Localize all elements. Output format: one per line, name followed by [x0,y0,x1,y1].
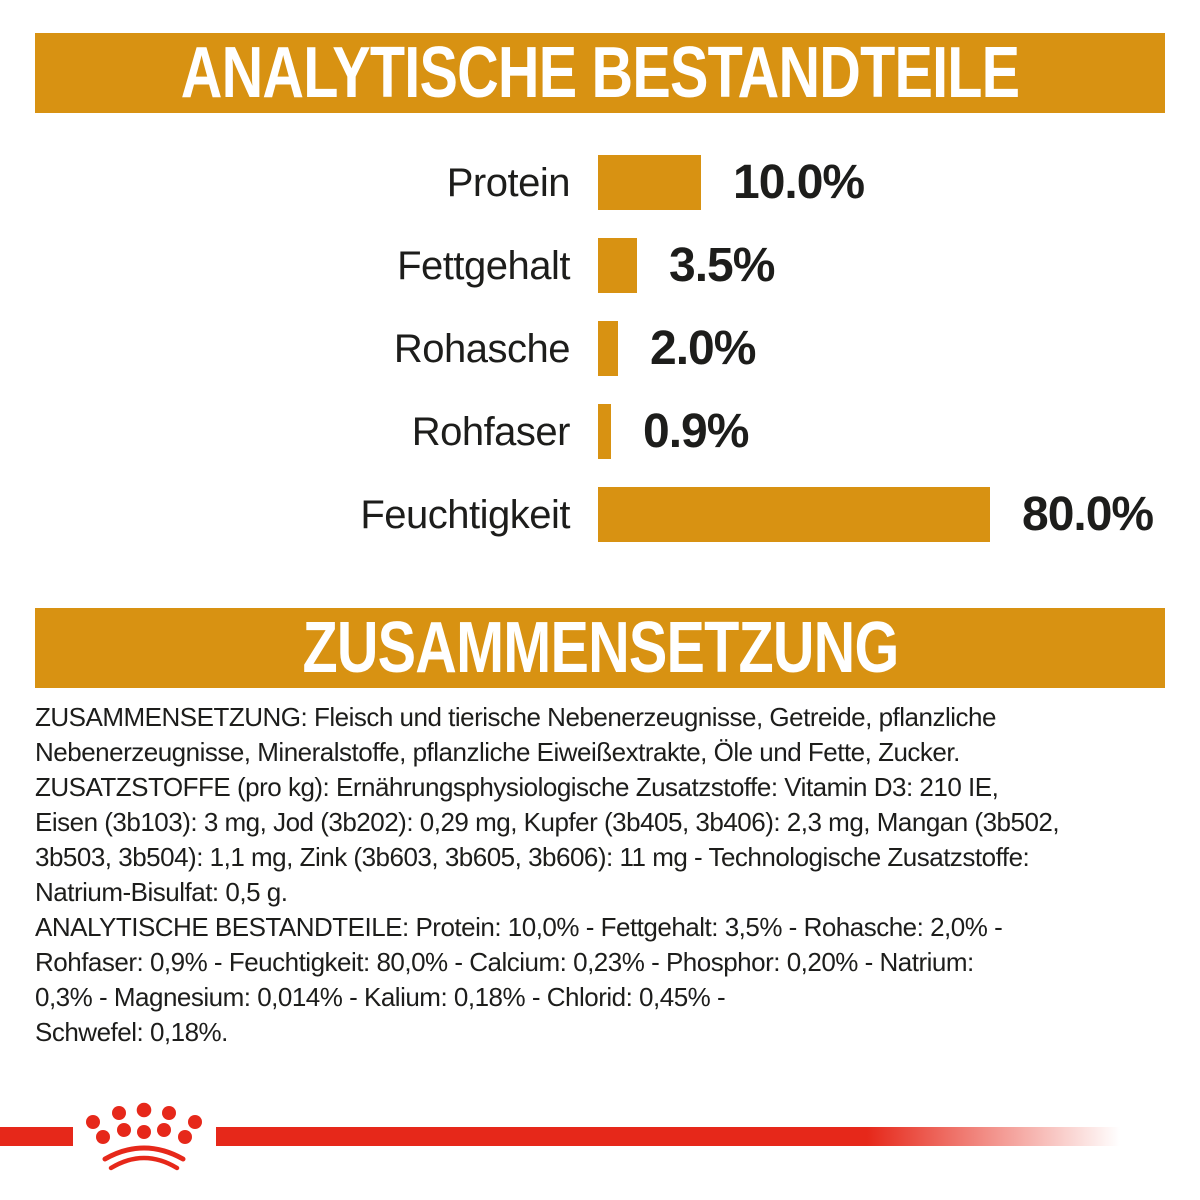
chart-value-label: 3.5% [669,238,775,292]
composition-text-line: Eisen (3b103): 3 mg, Jod (3b202): 0,29 m… [35,807,1060,837]
analytical-constituents-chart: Protein 10.0% Fettgehalt 3.5% Rohasche 2… [0,155,1200,542]
chart-row-rohasche: Rohasche 2.0% [0,321,1200,376]
chart-value-label: 2.0% [650,321,756,375]
composition-title: ZUSAMMENSETZUNG [301,608,899,688]
footer-red-line-left [0,1127,73,1146]
composition-text-line: ZUSAMMENSETZUNG: Fleisch und tierische N… [35,702,996,732]
chart-row-rohfaser: Rohfaser 0.9% [0,404,1200,459]
composition-banner: ZUSAMMENSETZUNG [35,608,1165,688]
chart-value-label: 0.9% [643,404,749,458]
chart-row-protein: Protein 10.0% [0,155,1200,210]
chart-category-label: Feuchtigkeit [360,492,570,537]
footer-red-line-right [216,1127,1120,1146]
composition-text-block: ZUSAMMENSETZUNG: Fleisch und tierische N… [35,700,1185,1050]
composition-text-line: ANALYTISCHE BESTANDTEILE: Protein: 10,0%… [35,912,1003,942]
chart-category-label: Protein [446,160,571,205]
composition-text-line: Nebenerzeugnisse, Mineralstoffe, pflanzl… [35,737,960,767]
analytical-constituents-banner: ANALYTISCHE BESTANDTEILE [35,33,1165,113]
chart-bar [598,321,618,376]
chart-row-fettgehalt: Fettgehalt 3.5% [0,238,1200,293]
royal-canin-crown-icon [86,1102,202,1171]
composition-text-line: ZUSATZSTOFFE (pro kg): Ernährungsphysiol… [35,772,999,802]
chart-row-feuchtigkeit: Feuchtigkeit 80.0% [0,487,1200,542]
analytical-constituents-title: ANALYTISCHE BESTANDTEILE [180,33,1020,113]
composition-text-line: Natrium-Bisulfat: 0,5 g. [35,877,288,907]
chart-bar [598,404,611,459]
composition-text-line: Schwefel: 0,18%. [35,1017,228,1047]
chart-bar [598,487,990,542]
composition-text-line: 0,3% - Magnesium: 0,014% - Kalium: 0,18%… [35,982,726,1012]
chart-bar [598,155,701,210]
chart-category-label: Fettgehalt [397,243,570,288]
chart-category-label: Rohasche [393,326,571,371]
chart-bar [598,238,637,293]
chart-value-label: 80.0% [1022,487,1154,541]
chart-value-label: 10.0% [733,155,865,209]
composition-text-line: 3b503, 3b504): 1,1 mg, Zink (3b603, 3b60… [35,842,1030,872]
chart-category-label: Rohfaser [411,409,571,454]
composition-text-line: Rohfaser: 0,9% - Feuchtigkeit: 80,0% - C… [35,947,974,977]
